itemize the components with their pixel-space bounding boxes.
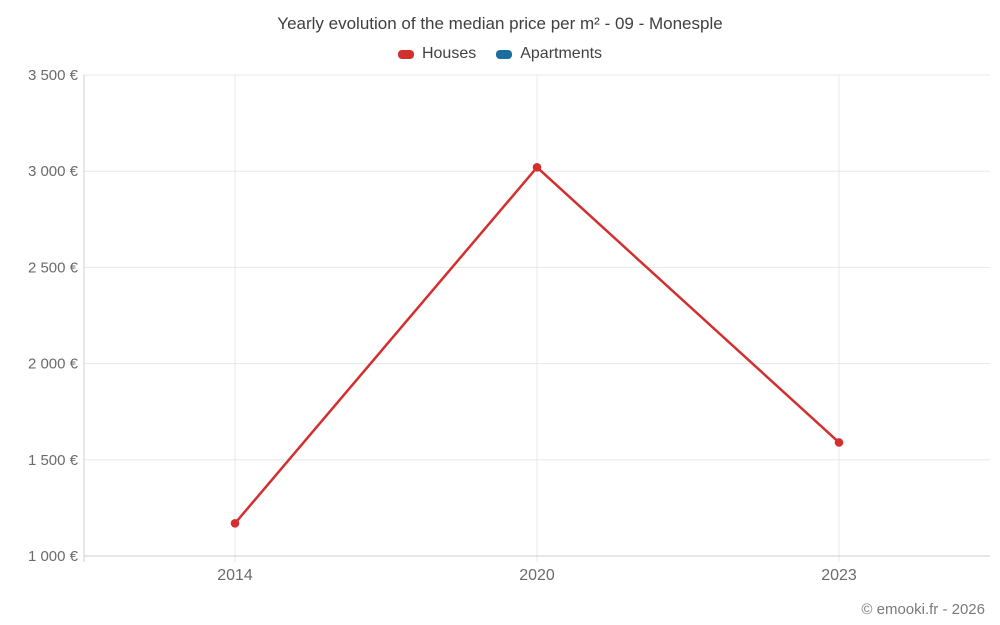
houses-point-2023[interactable] — [834, 438, 844, 447]
y-tick-label: 2 000 € — [28, 356, 79, 373]
y-tick-label: 1 500 € — [28, 452, 79, 469]
x-tick-label: 2023 — [821, 567, 857, 584]
x-tick-label: 2020 — [519, 567, 555, 584]
copyright-credit: © emooki.fr - 2026 — [861, 601, 985, 618]
legend-item-apartments[interactable]: Apartments — [496, 45, 602, 63]
chart-title: Yearly evolution of the median price per… — [277, 14, 723, 33]
legend-label-houses: Houses — [421, 45, 477, 62]
houses-point-2014[interactable] — [230, 518, 240, 528]
houses-point-2020[interactable] — [532, 163, 542, 172]
y-tick-label: 3 500 € — [28, 67, 79, 84]
legend-label-apartments: Apartments — [520, 45, 603, 62]
x-tick-label: 2014 — [217, 567, 253, 584]
chart-legend: Houses Apartments — [0, 45, 1000, 63]
y-tick-label: 2 500 € — [28, 259, 79, 276]
houses-legend-swatch-icon — [397, 49, 414, 59]
y-tick-label: 3 000 € — [28, 163, 79, 180]
legend-item-houses[interactable]: Houses — [397, 45, 477, 63]
apartments-legend-swatch-icon — [496, 49, 513, 59]
y-tick-label: 1 000 € — [28, 548, 79, 565]
